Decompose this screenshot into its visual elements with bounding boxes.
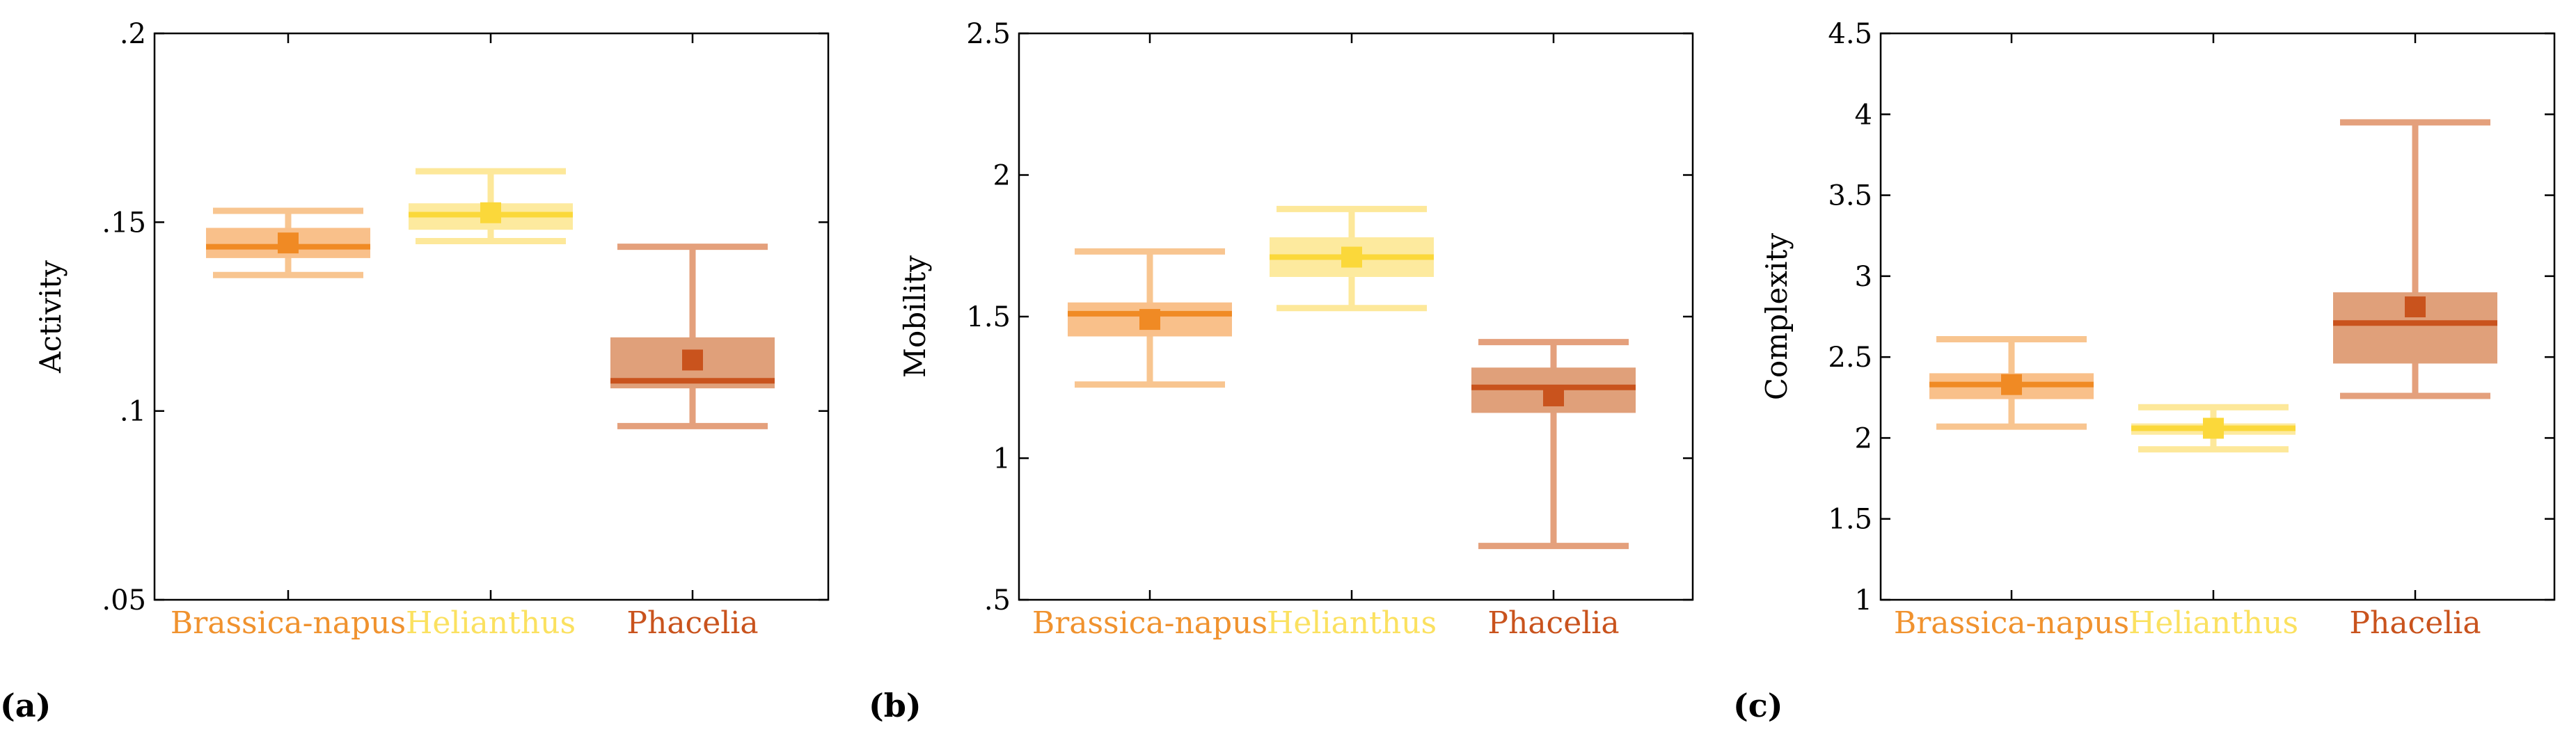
y-tick-label: 1 bbox=[993, 443, 1011, 475]
category-label-phacelia: Phacelia bbox=[2349, 605, 2481, 641]
y-tick-label: .15 bbox=[102, 207, 146, 239]
plot-frame bbox=[153, 32, 830, 601]
mean-marker bbox=[1341, 246, 1362, 268]
y-axis-label: Activity bbox=[33, 260, 68, 374]
y-tick-label: .05 bbox=[102, 584, 146, 616]
y-tick-label: 2 bbox=[993, 160, 1011, 192]
mean-marker bbox=[1543, 385, 1564, 406]
category-label-phacelia: Phacelia bbox=[1487, 605, 1619, 641]
box-brassica-napus bbox=[206, 207, 370, 278]
mean-marker bbox=[2203, 417, 2224, 439]
y-tick-label: .2 bbox=[120, 18, 146, 50]
box-brassica-napus bbox=[1068, 248, 1232, 388]
chart-panel-3: 1 1.5 2 2.5 3 3.5 4 4.5 Complexity Brassica-napus… bbox=[1733, 18, 2556, 724]
y-tick-label: .5 bbox=[984, 584, 1011, 616]
y-tick-label: .1 bbox=[120, 396, 146, 428]
y-tick-label: 1.5 bbox=[1828, 504, 1872, 536]
y-tick-label: 2 bbox=[1855, 422, 1872, 454]
category-label-brassica-napus: Brassica-napus bbox=[1894, 605, 2129, 641]
y-tick-label: 4 bbox=[1855, 99, 1872, 131]
category-label-brassica-napus: Brassica-napus bbox=[171, 605, 406, 641]
panel-label: (c) bbox=[1733, 687, 1783, 724]
mean-marker bbox=[480, 202, 501, 223]
plot-frame bbox=[1879, 32, 2556, 601]
y-tick-label: 3 bbox=[1855, 261, 1872, 293]
box-phacelia bbox=[610, 244, 775, 429]
box-phacelia bbox=[1471, 339, 1636, 550]
box-helianthus bbox=[1270, 205, 1434, 312]
panel-label: (b) bbox=[869, 687, 922, 724]
mean-marker bbox=[1139, 309, 1160, 331]
y-tick-label: 2.5 bbox=[966, 18, 1011, 50]
category-label-helianthus: Helianthus bbox=[1267, 605, 1437, 641]
category-label-brassica-napus: Brassica-napus bbox=[1032, 605, 1267, 641]
category-label-helianthus: Helianthus bbox=[2128, 605, 2298, 641]
mean-marker bbox=[2001, 374, 2022, 395]
y-axis-label: Mobility bbox=[898, 255, 932, 378]
category-label-helianthus: Helianthus bbox=[406, 605, 576, 641]
y-axis-label: Complexity bbox=[1760, 233, 1794, 400]
mean-marker bbox=[2405, 296, 2426, 318]
y-tick-label: 1.5 bbox=[966, 301, 1011, 333]
box-brassica-napus bbox=[1929, 336, 2094, 430]
mean-marker bbox=[278, 232, 299, 254]
box-helianthus bbox=[409, 168, 573, 244]
chart-panel-2: .5 1 1.5 2 2.5 Mobility Brassica-napusHelianth… bbox=[869, 18, 1694, 724]
y-tick-label: 1 bbox=[1855, 584, 1872, 616]
box-phacelia bbox=[2333, 119, 2497, 399]
box-helianthus bbox=[2131, 404, 2296, 453]
category-label-phacelia: Phacelia bbox=[626, 605, 758, 641]
mean-marker bbox=[682, 349, 703, 371]
chart-panel-1: .05 .1 .15 .2 Activity Brassica-napus Helianth… bbox=[0, 18, 830, 724]
panel-label: (a) bbox=[0, 687, 51, 724]
y-tick-label: 2.5 bbox=[1828, 342, 1872, 374]
y-tick-label: 3.5 bbox=[1828, 180, 1872, 212]
y-tick-label: 4.5 bbox=[1828, 18, 1872, 50]
